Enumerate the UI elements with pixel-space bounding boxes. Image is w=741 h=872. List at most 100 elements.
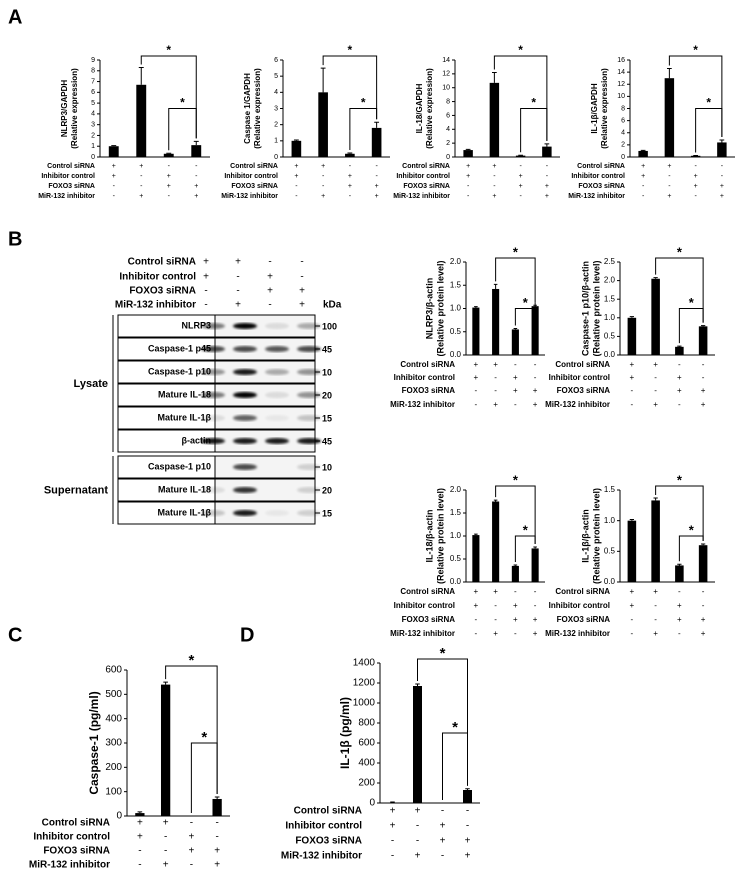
treatment-sign: - — [654, 615, 657, 624]
group-label: Supernatant — [44, 484, 109, 496]
treatment-sign: + — [513, 601, 518, 610]
error-bar — [700, 543, 706, 546]
bar — [492, 501, 500, 582]
band-name: β-actin — [182, 435, 212, 445]
bar — [318, 92, 328, 157]
y-tick-label: 3 — [274, 105, 278, 112]
treatment-sign: - — [514, 587, 517, 596]
treatment-sign: - — [494, 601, 497, 610]
treatment-sign: + — [641, 173, 645, 180]
y-tick-label: 400 — [358, 758, 375, 769]
y-tick-label: 10 — [442, 85, 450, 92]
treatment-sign: + — [519, 173, 523, 180]
band — [233, 510, 257, 516]
treatment-sign: - — [441, 851, 444, 862]
band — [233, 369, 257, 375]
y-tick-label: 14 — [617, 69, 625, 76]
treatment-sign: - — [514, 400, 517, 409]
y-tick-label: 1.0 — [450, 531, 462, 540]
y-axis-title-line: IL-1β/GAPDH — [590, 83, 599, 133]
band-name: Mature IL-1β — [158, 507, 212, 517]
treatment-sign: - — [204, 300, 207, 311]
bar — [413, 686, 422, 803]
treatment-label: FOXO3 siRNA — [557, 386, 611, 395]
y-tick-label: 1.5 — [450, 280, 462, 289]
treatment-label: FOXO3 siRNA — [43, 846, 110, 857]
treatment-sign: + — [667, 193, 671, 200]
treatment-sign: + — [720, 193, 724, 200]
bracket — [678, 308, 704, 344]
treatment-sign: + — [694, 183, 698, 190]
treatment-sign: - — [631, 386, 634, 395]
bar — [651, 278, 660, 355]
y-tick-label: 200 — [358, 778, 375, 789]
treatment-sign: + — [533, 615, 538, 624]
treatment-sign: - — [268, 300, 271, 311]
y-tick-label: 16 — [617, 57, 625, 64]
y-axis-title-line: Caspase-1 (pg/ml) — [87, 691, 101, 794]
treatment-sign: - — [534, 587, 537, 596]
y-tick-label: 9 — [91, 57, 95, 64]
bar — [136, 84, 147, 157]
treatment-sign: - — [466, 806, 469, 817]
y-axis-title-line: (Relative expression) — [253, 68, 262, 149]
treatment-sign: - — [678, 587, 681, 596]
treatment-sign: + — [440, 821, 446, 832]
treatment-sign: + — [375, 193, 379, 200]
error-bar — [293, 139, 299, 141]
treatment-sign: - — [391, 851, 394, 862]
significance: * — [440, 645, 446, 662]
y-axis-title-line: (Relative protein level) — [436, 488, 446, 584]
band — [233, 323, 257, 329]
treatment-label: Inhibitor control — [549, 601, 610, 610]
error-bar — [163, 681, 168, 685]
treatment-sign: + — [493, 360, 498, 369]
y-axis-title: NLRP3/β-actin(Relative protein level) — [425, 260, 446, 356]
y-tick-label: 1200 — [353, 678, 376, 689]
treatment-sign: + — [137, 832, 143, 843]
y-tick-label: 1 — [274, 138, 278, 145]
bar — [463, 150, 473, 157]
kda-value: 15 — [322, 413, 332, 423]
treatment-sign: - — [164, 832, 167, 843]
treatment-sign: + — [533, 386, 538, 395]
bar — [542, 146, 552, 157]
significance: * — [166, 43, 171, 57]
treatment-label: Control siRNA — [577, 163, 625, 170]
bar — [675, 346, 684, 355]
treatment-label: MiR-132 inhibitor — [38, 193, 95, 200]
treatment-sign: - — [190, 860, 193, 871]
treatment-label: Control siRNA — [400, 587, 455, 596]
band-name: Caspase-1 p10 — [148, 366, 211, 376]
treatment-sign: + — [474, 587, 479, 596]
treatment-sign: - — [467, 193, 470, 200]
y-axis-title-line: NLRP3/β-actin — [425, 278, 435, 340]
treatment-sign: - — [349, 193, 352, 200]
treatment-sign: + — [112, 173, 116, 180]
bar — [690, 155, 701, 157]
treatment-label: MiR-132 inhibitor — [221, 193, 278, 200]
treatment-sign: - — [694, 193, 697, 200]
bar — [291, 140, 302, 157]
treatment-sign: - — [113, 183, 116, 190]
error-bar — [653, 277, 658, 279]
y-axis-title: NLRP3/GAPDH(Relative expression) — [60, 68, 79, 149]
bar — [675, 565, 684, 582]
treatment-sign: + — [294, 173, 298, 180]
treatment-sign: + — [630, 601, 635, 610]
treatment-sign: + — [466, 173, 470, 180]
error-bar — [138, 67, 144, 85]
y-tick-label: 800 — [358, 718, 375, 729]
y-tick-label: 4 — [621, 130, 625, 137]
treatment-sign: + — [630, 587, 635, 596]
bar — [191, 145, 202, 157]
band — [265, 346, 289, 352]
panel-letter: C — [8, 624, 22, 646]
treatment-label: FOXO3 siRNA — [402, 386, 456, 395]
bar — [345, 153, 355, 157]
error-bar — [465, 148, 471, 151]
error-bar — [640, 149, 646, 151]
kda-value: 45 — [322, 344, 332, 354]
error-bar — [629, 316, 635, 318]
bracket — [190, 742, 218, 813]
